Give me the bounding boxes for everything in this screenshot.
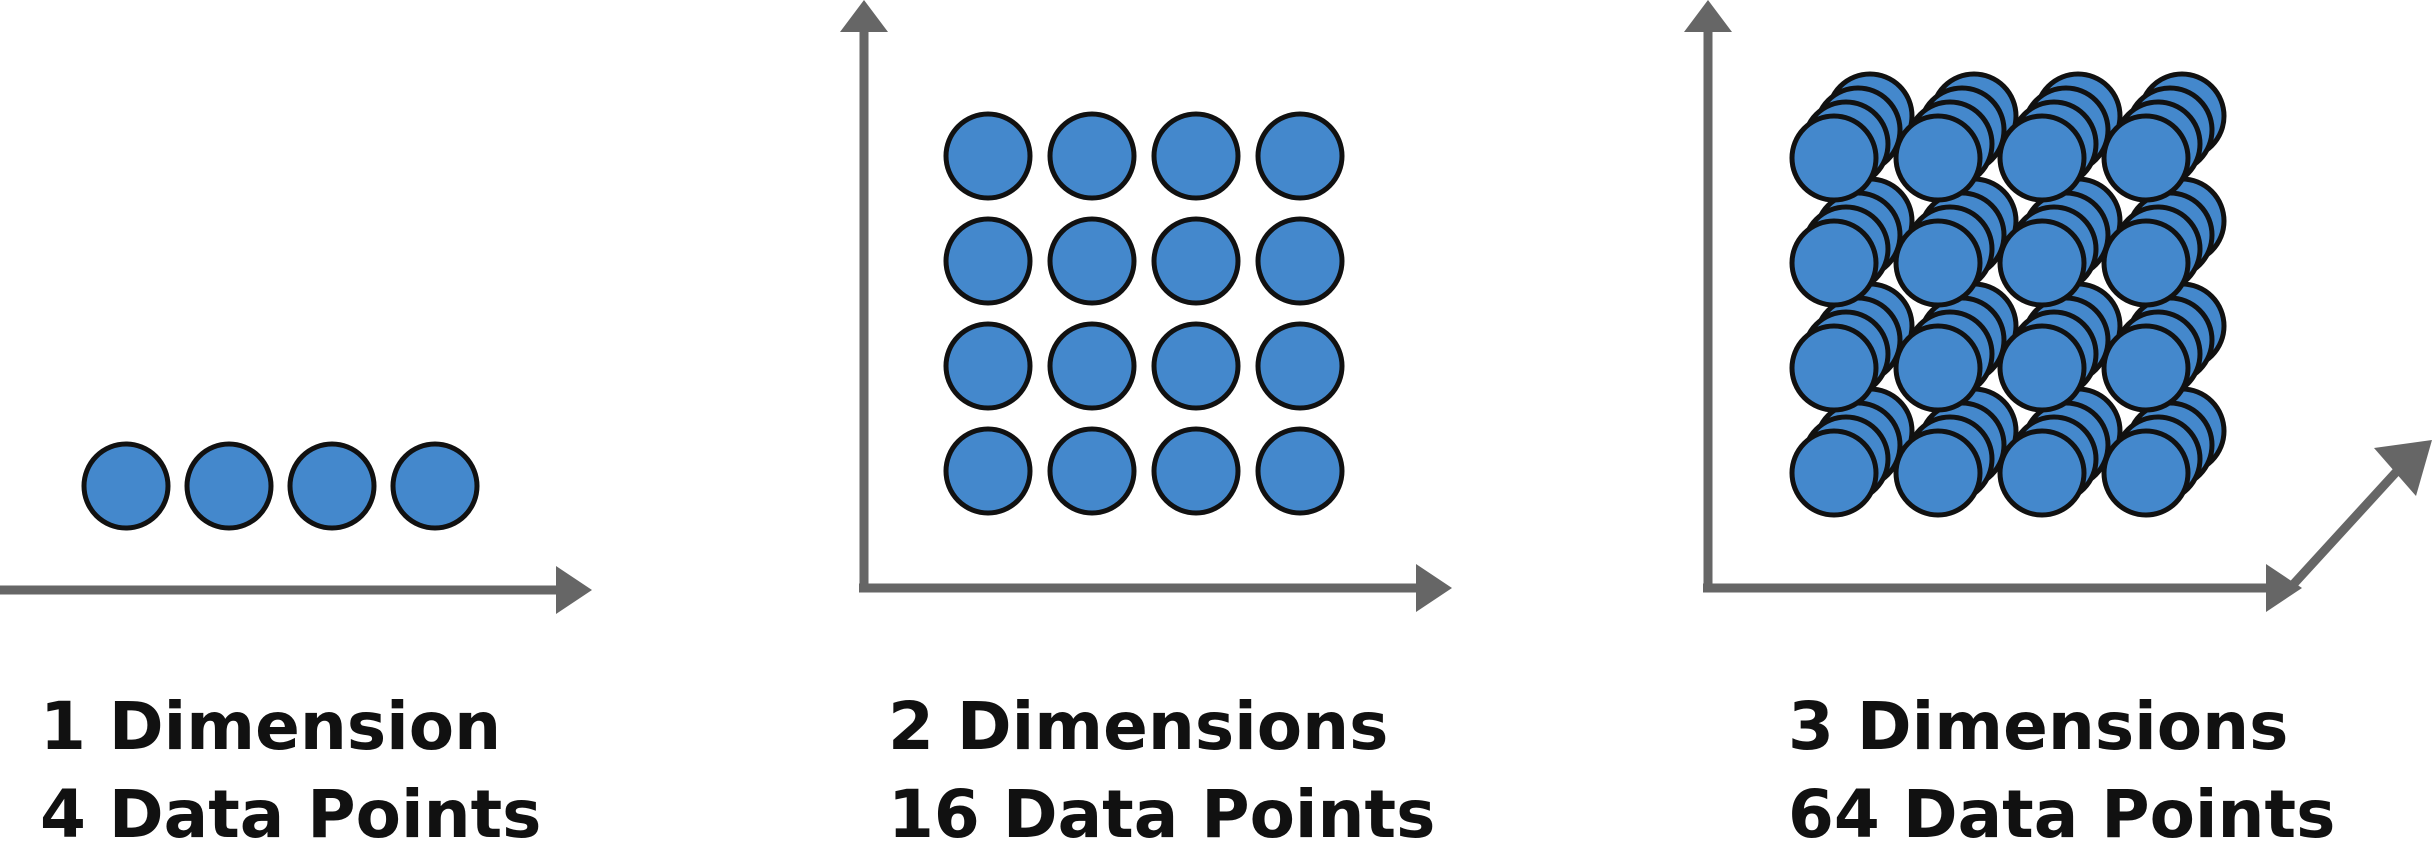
panel-2-dimension-label: 2 Dimensions xyxy=(888,688,1389,765)
panel-3-points-label: 64 Data Points xyxy=(1788,776,2336,853)
panel-2-data-point xyxy=(1151,321,1241,411)
panel-3-data-point xyxy=(1997,428,2087,518)
panel-3-data-point xyxy=(1893,428,1983,518)
panel-2-data-point xyxy=(1151,426,1241,516)
panel-3-data-point xyxy=(1997,113,2087,203)
panel-2-data-point xyxy=(1047,426,1137,516)
panel-2-data-point xyxy=(1151,111,1241,201)
panel-3-data-point xyxy=(1789,218,1879,308)
panel-3-data-point xyxy=(2101,428,2191,518)
panel-3-data-point xyxy=(2101,323,2191,413)
panel-1-data-point xyxy=(81,441,171,531)
panel-3-data-point xyxy=(1789,428,1879,518)
panel-3-dimension-label: 3 Dimensions xyxy=(1788,688,2289,765)
panel-3-data-point xyxy=(1997,218,2087,308)
panel-2-data-point xyxy=(943,111,1033,201)
panel-3-data-point xyxy=(1893,323,1983,413)
panel-3-z-axis xyxy=(2286,466,2402,592)
panel-2-data-point xyxy=(1047,111,1137,201)
panel-3-data-point xyxy=(2101,113,2191,203)
panel-3-data-point xyxy=(2101,218,2191,308)
panel-2-data-point xyxy=(1047,321,1137,411)
panel-3-y-axis-arrowhead xyxy=(1684,0,1732,32)
panel-3-data-point xyxy=(1789,113,1879,203)
panel-1-data-point xyxy=(390,441,480,531)
panel-2-points-label: 16 Data Points xyxy=(888,776,1436,853)
panel-1-dimension-label: 1 Dimension xyxy=(40,688,502,765)
panel-1-data-point xyxy=(287,441,377,531)
panel-2-data-point xyxy=(943,216,1033,306)
panel-2-data-point xyxy=(1255,426,1345,516)
panel-2-data-point xyxy=(943,321,1033,411)
panel-2-caption: 2 Dimensions 16 Data Points xyxy=(888,683,1435,859)
panel-3-x-axis-arrowhead xyxy=(2266,564,2302,612)
panel-3-data-point xyxy=(1997,323,2087,413)
panel-2-data-point xyxy=(1151,216,1241,306)
panel-1-points-label: 4 Data Points xyxy=(40,776,542,853)
panel-2-x-axis-arrowhead xyxy=(1416,564,1452,612)
panel-3-z-axis-arrowhead xyxy=(2374,440,2432,496)
panel-3-caption: 3 Dimensions 64 Data Points xyxy=(1788,683,2335,859)
panel-2-data-point xyxy=(943,426,1033,516)
panel-3-data-point xyxy=(1893,113,1983,203)
panel-1-data-point xyxy=(184,441,274,531)
panel-1-x-axis-arrowhead xyxy=(556,566,592,614)
panel-2-data-point xyxy=(1255,111,1345,201)
panel-3-data-point xyxy=(1789,323,1879,413)
panel-2-data-point xyxy=(1047,216,1137,306)
panel-3-data-point xyxy=(1893,218,1983,308)
panel-1-caption: 1 Dimension 4 Data Points xyxy=(40,683,541,859)
panel-2-data-point xyxy=(1255,321,1345,411)
panel-2-y-axis-arrowhead xyxy=(840,0,888,32)
panel-2-data-point xyxy=(1255,216,1345,306)
